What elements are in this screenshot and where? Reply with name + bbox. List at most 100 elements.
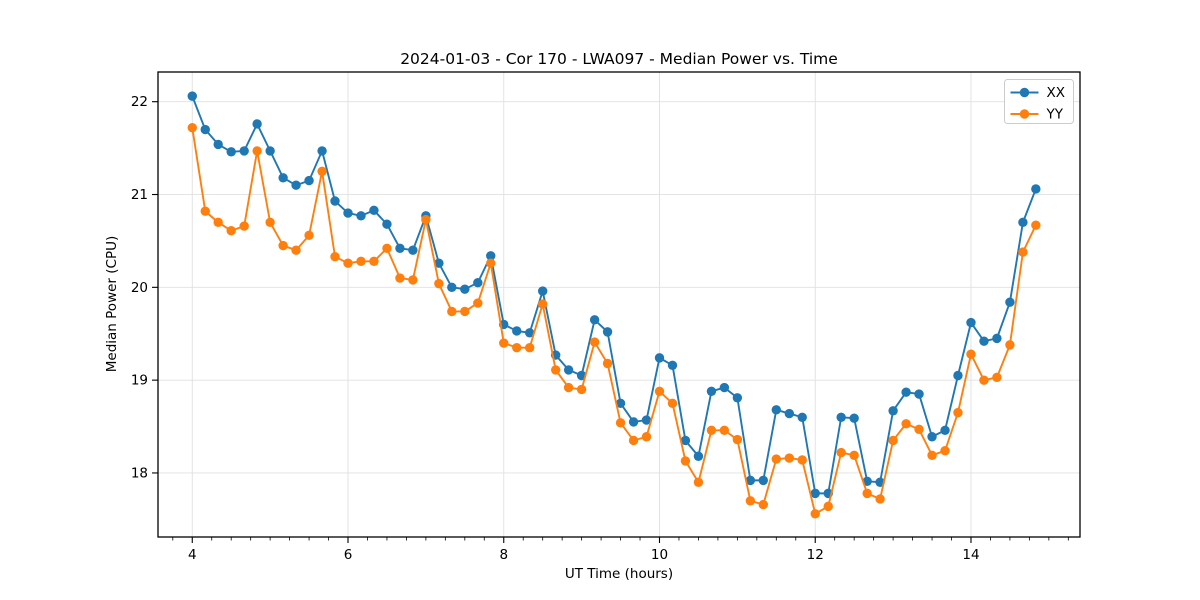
data-point-yy xyxy=(1005,340,1015,350)
data-point-yy xyxy=(512,342,522,353)
data-point-yy xyxy=(486,258,496,268)
x-axis-label: UT Time (hours) xyxy=(565,566,673,582)
data-point-yy xyxy=(771,454,782,464)
data-point-xx xyxy=(226,147,236,157)
x-tick-label: 4 xyxy=(188,547,197,563)
data-point-xx xyxy=(434,258,444,268)
data-point-xx xyxy=(187,91,197,101)
data-point-yy xyxy=(966,349,976,359)
data-point-xx xyxy=(200,124,210,135)
data-point-xx xyxy=(784,408,795,419)
data-point-yy xyxy=(499,338,509,348)
data-point-xx xyxy=(966,317,976,328)
data-point-xx xyxy=(641,415,652,425)
data-point-yy xyxy=(758,499,768,510)
data-point-yy xyxy=(265,217,275,228)
x-tick-label: 8 xyxy=(499,547,508,563)
data-point-yy xyxy=(1018,247,1028,257)
legend-marker-yy xyxy=(1019,109,1030,119)
data-point-xx xyxy=(615,398,626,409)
data-point-xx xyxy=(395,243,405,254)
data-point-xx xyxy=(291,180,301,190)
x-tick-label: 10 xyxy=(651,547,668,563)
data-point-xx xyxy=(953,370,963,381)
data-point-xx xyxy=(719,382,730,393)
data-point-yy xyxy=(239,221,249,231)
data-point-xx xyxy=(317,146,327,156)
data-point-xx xyxy=(589,315,600,325)
data-point-yy xyxy=(667,398,678,409)
data-point-xx xyxy=(732,393,743,403)
data-point-xx xyxy=(304,175,314,186)
data-point-yy xyxy=(447,306,457,317)
data-point-yy xyxy=(330,252,340,262)
axes-layer: 4 6 8 10 12 14 18 19 20 21 22 xyxy=(131,71,1081,563)
y-tick-label: 22 xyxy=(131,94,148,110)
data-point-yy xyxy=(641,432,652,442)
data-point-xx xyxy=(447,282,457,293)
data-point-yy xyxy=(693,477,704,487)
data-point-xx xyxy=(408,245,418,255)
data-point-xx xyxy=(901,387,911,397)
data-point-yy xyxy=(460,306,470,317)
data-point-xx xyxy=(382,219,392,229)
data-point-yy xyxy=(875,494,885,504)
data-point-yy xyxy=(979,375,989,385)
data-point-xx xyxy=(213,139,223,150)
data-point-yy xyxy=(823,501,833,512)
data-point-yy xyxy=(187,122,197,133)
data-point-yy xyxy=(550,365,561,375)
data-point-yy xyxy=(784,453,795,463)
data-point-yy xyxy=(914,424,924,435)
data-point-yy xyxy=(602,358,613,369)
x-tick-label: 14 xyxy=(962,547,979,563)
data-point-xx xyxy=(888,406,898,416)
data-point-xx xyxy=(667,360,678,370)
data-point-xx xyxy=(486,251,496,261)
data-point-xx xyxy=(979,336,989,346)
data-point-xx xyxy=(1018,217,1028,228)
data-point-yy xyxy=(473,298,483,308)
data-point-yy xyxy=(200,206,210,216)
data-point-xx xyxy=(810,488,820,499)
data-point-xx xyxy=(680,435,691,446)
data-point-yy xyxy=(563,382,574,393)
data-point-xx xyxy=(797,412,807,422)
data-point-xx xyxy=(369,205,379,215)
data-point-xx xyxy=(252,119,262,129)
data-point-xx xyxy=(758,475,768,486)
data-point-xx xyxy=(460,284,470,294)
chart-title: 2024-01-03 - Cor 170 - LWA097 - Median P… xyxy=(400,50,838,68)
data-point-xx xyxy=(278,173,288,183)
data-point-yy xyxy=(680,456,691,466)
data-point-yy xyxy=(849,450,859,461)
data-point-yy xyxy=(992,372,1002,383)
data-point-xx xyxy=(654,353,665,363)
data-point-yy xyxy=(382,243,392,254)
data-point-xx xyxy=(706,386,717,396)
data-point-xx xyxy=(537,286,548,296)
data-point-yy xyxy=(797,455,807,465)
data-point-xx xyxy=(343,208,353,218)
data-point-yy xyxy=(862,488,872,499)
data-point-yy xyxy=(888,435,898,446)
data-point-xx xyxy=(836,412,846,422)
data-point-yy xyxy=(213,217,223,228)
data-point-yy xyxy=(369,256,379,267)
data-point-yy xyxy=(927,450,937,461)
grid-layer xyxy=(158,72,1080,537)
data-point-yy xyxy=(1031,220,1041,230)
data-point-yy xyxy=(615,418,626,428)
data-point-yy xyxy=(291,245,301,255)
data-point-yy xyxy=(836,447,846,458)
data-point-yy xyxy=(745,496,756,506)
data-point-xx xyxy=(927,432,937,442)
series-line-xx xyxy=(191,95,1037,495)
legend-label-xx: XX xyxy=(1047,85,1066,101)
data-point-xx xyxy=(563,365,574,375)
data-point-yy xyxy=(226,226,236,236)
y-tick-label: 18 xyxy=(131,465,148,481)
data-point-xx xyxy=(940,425,950,435)
